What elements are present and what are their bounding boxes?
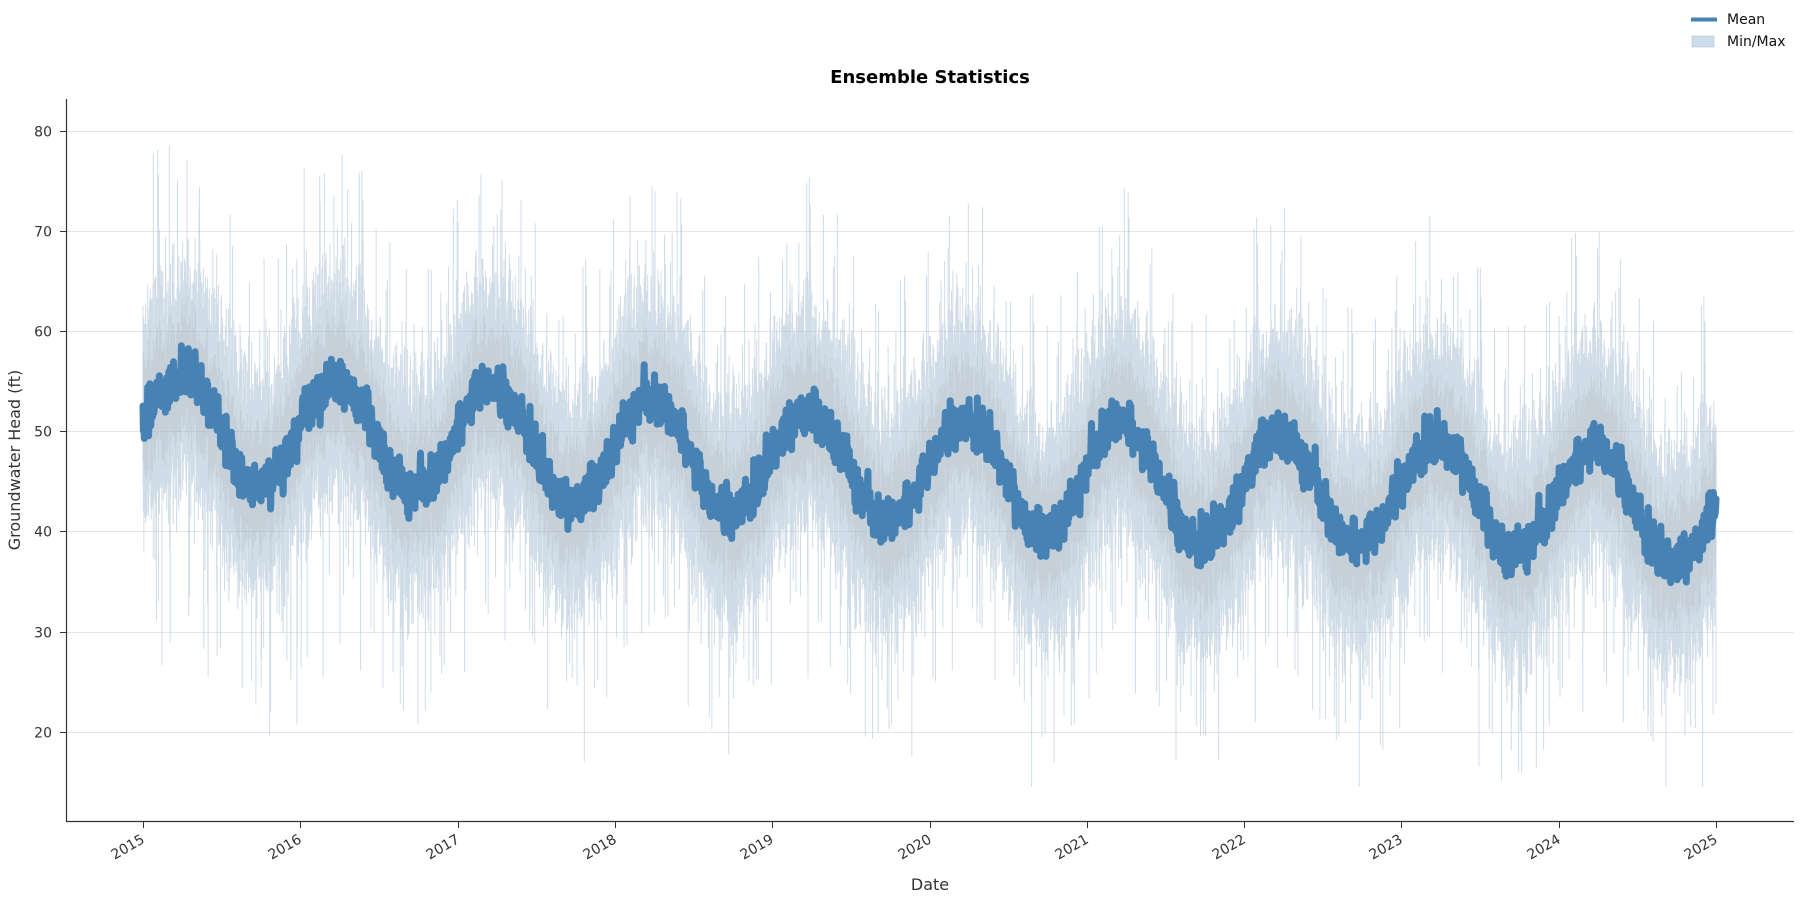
y-axis-ticks: 20 30 40 50 60 70 80 [34,125,66,742]
x-axis-label: Date [911,875,949,894]
legend-minmax-swatch [1691,35,1715,48]
y-tick-label: 30 [34,626,52,642]
y-axis-label: Groundwater Head (ft) [5,370,24,551]
x-tick-label: 2020 [896,832,935,864]
x-axis-ticks: 2015 2016 2017 2018 2019 2020 2021 2022 2023 2024… [109,822,1721,863]
chart-title: Ensemble Statistics [830,67,1030,88]
legend-minmax-label: Min/Max [1727,34,1786,50]
x-tick-label: 2017 [424,832,463,864]
y-tick-label: 80 [34,125,52,141]
axes-spines [65,99,1794,823]
x-tick-label: 2025 [1682,832,1721,864]
x-tick-label: 2021 [1053,832,1092,864]
legend-mean-label: Mean [1727,12,1765,28]
x-tick-label: 2019 [738,832,777,864]
x-tick-label: 2023 [1367,832,1406,864]
mean-line [139,342,1720,587]
y-tick-label: 20 [34,726,52,742]
x-tick-label: 2024 [1525,832,1564,864]
x-tick-label: 2018 [581,832,620,864]
y-tick-label: 70 [34,225,52,241]
y-tick-label: 40 [34,525,52,541]
legend: Mean Min/Max [1691,12,1786,50]
x-tick-label: 2022 [1210,832,1249,864]
x-tick-label: 2015 [109,832,148,864]
y-tick-label: 60 [34,325,52,341]
y-tick-label: 50 [34,425,52,441]
x-tick-label: 2016 [266,832,305,864]
